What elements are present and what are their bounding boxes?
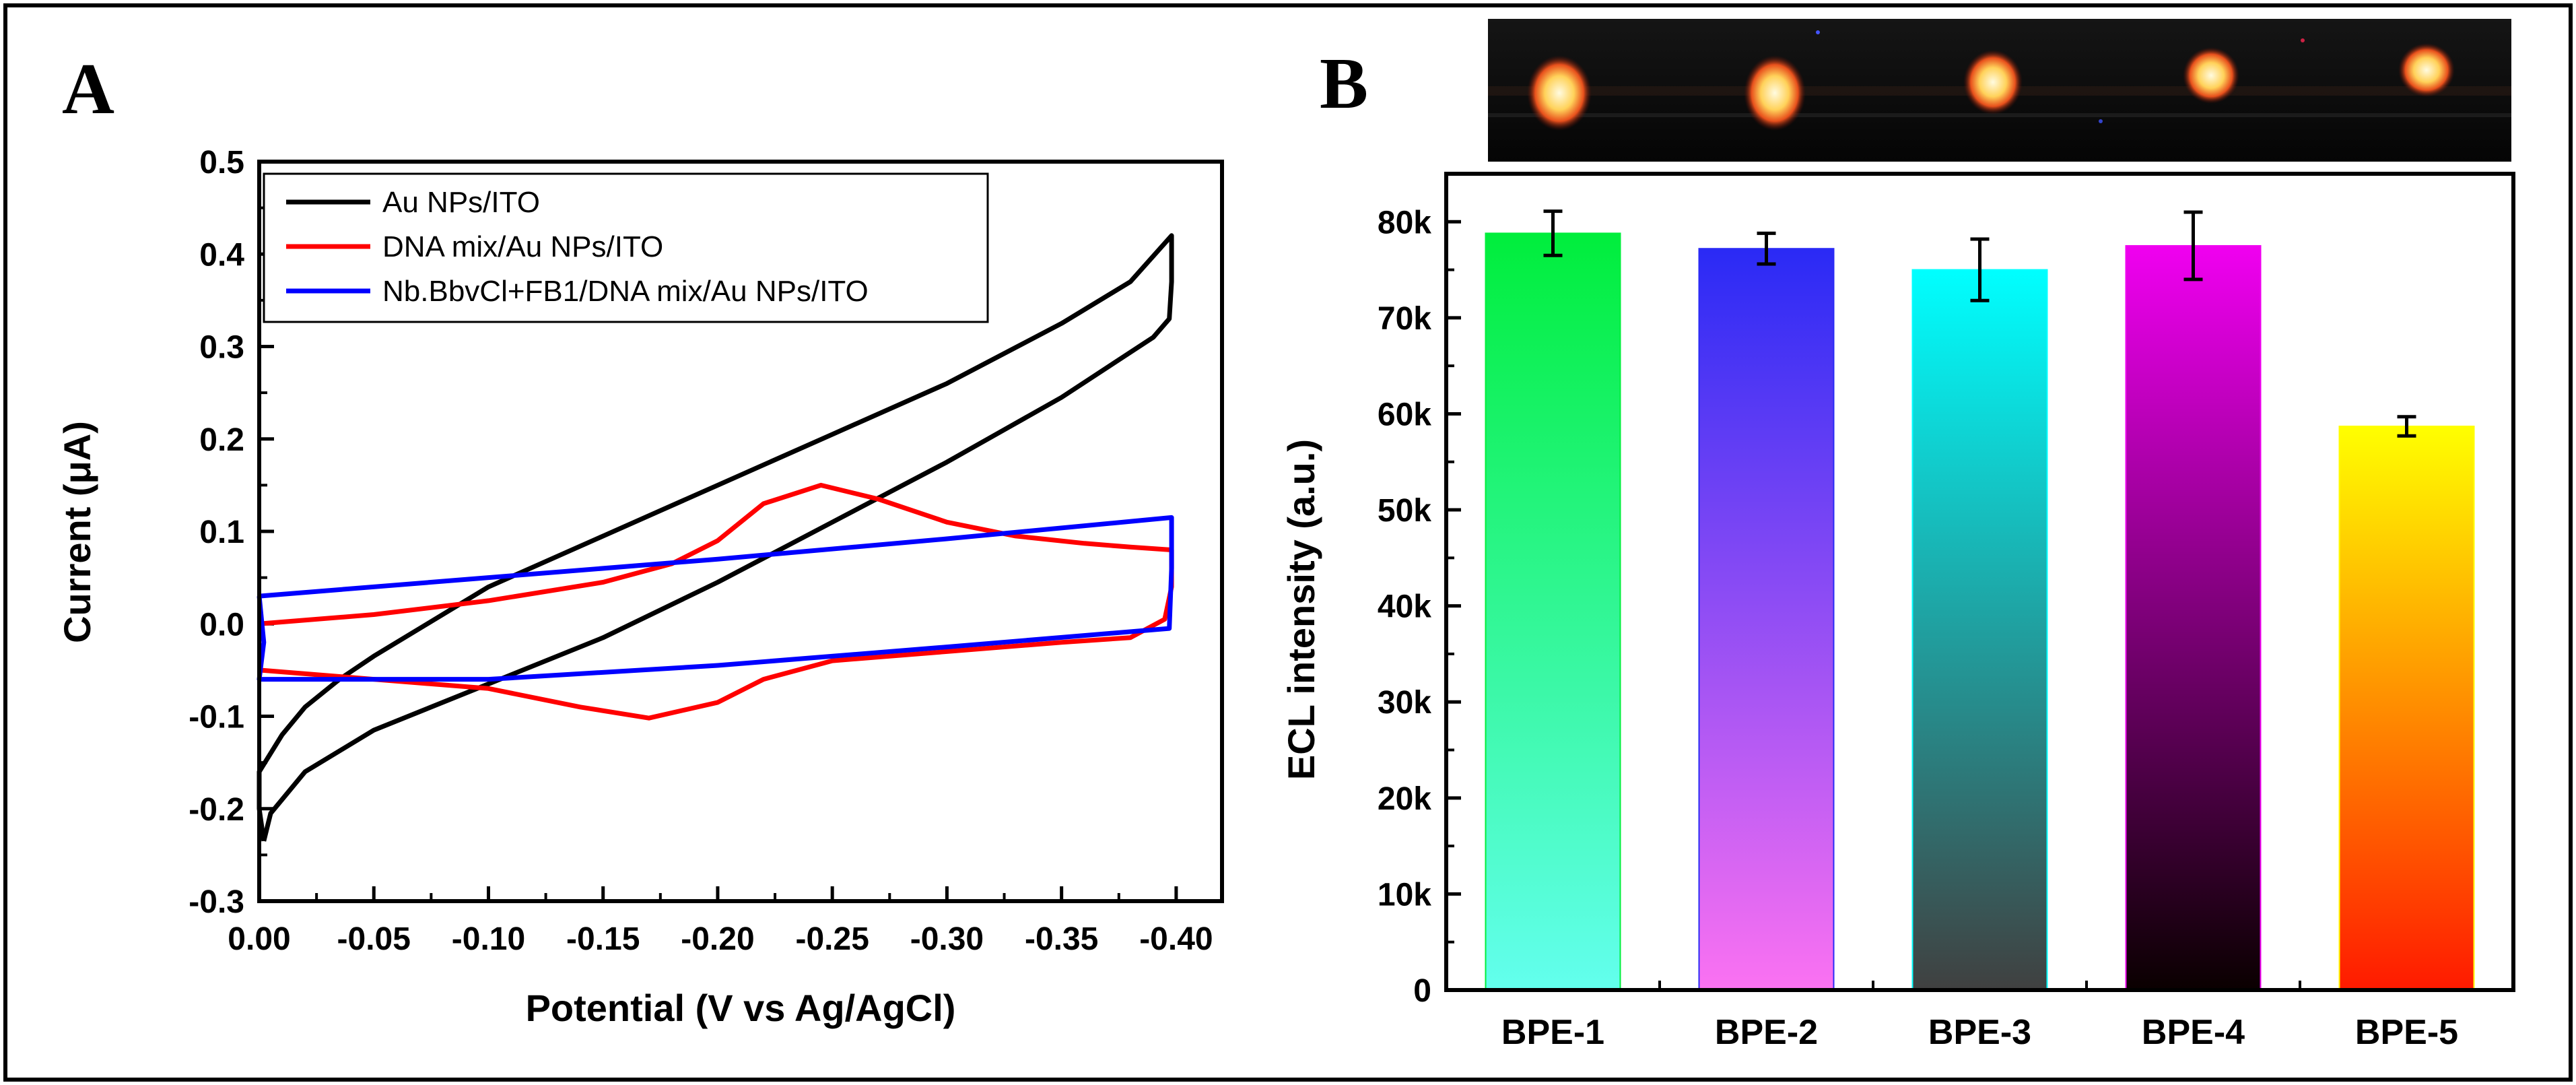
panel-a-x-tick-labels: 0.00 -0.05 -0.10 -0.15 -0.20 -0.25 -0.30 -0.35 -… xyxy=(228,921,1213,957)
y-tick-label: -0.3 xyxy=(189,884,244,920)
bar-bpe-5 xyxy=(2338,426,2475,991)
y-tick-label: 0.1 xyxy=(199,515,244,550)
y-tick-label: 80k xyxy=(1378,205,1431,240)
panel-b-label: B xyxy=(1320,44,1368,124)
panel-b-error-bars xyxy=(1543,209,2416,438)
series-au-nps-ito xyxy=(257,233,1174,842)
panel-a-x-axis-title: Potential (V vs Ag/AgCl) xyxy=(526,987,956,1029)
panel-a-legend-box xyxy=(263,172,989,323)
panel-b-ticks xyxy=(1446,220,2301,992)
y-tick-label: 10k xyxy=(1378,877,1431,913)
x-tick-label: -0.35 xyxy=(1025,921,1098,957)
y-tick-label: 30k xyxy=(1378,685,1431,721)
panel-a-cv-plot: 0.00 -0.05 -0.10 -0.15 -0.20 -0.25 -0.30 -0.35 -… xyxy=(56,145,1224,1029)
y-tick-label: 0.0 xyxy=(199,607,244,643)
ecl-spot-3 xyxy=(1963,50,2023,114)
legend-label-au-nps: Au NPs/ITO xyxy=(382,186,540,219)
panel-a-label: A xyxy=(62,49,114,129)
x-tick-label: -0.40 xyxy=(1139,921,1213,957)
y-tick-label: 0 xyxy=(1413,973,1431,1009)
category-label-bpe-5: BPE-5 xyxy=(2355,1013,2458,1052)
ecl-spot-5 xyxy=(2398,43,2455,97)
figure-border xyxy=(3,3,2573,1082)
x-tick-label: -0.25 xyxy=(795,921,869,957)
y-tick-label: -0.2 xyxy=(189,792,244,828)
bar-bpe-1 xyxy=(1485,232,1621,991)
x-tick-label: -0.05 xyxy=(337,921,411,957)
category-label-bpe-4: BPE-4 xyxy=(2142,1013,2245,1052)
panel-a-legend: Au NPs/ITO DNA mix/Au NPs/ITO Nb.BbvCl+F… xyxy=(263,172,989,323)
x-tick-label: -0.10 xyxy=(452,921,525,957)
y-tick-label: 0.3 xyxy=(199,330,244,366)
y-tick-label: 0.4 xyxy=(199,237,244,273)
panel-a-y-tick-labels: -0.3 -0.2 -0.1 0.0 0.1 0.2 0.3 0.4 0.5 xyxy=(189,145,244,920)
bar-bpe-4 xyxy=(2125,244,2262,991)
x-tick-label: -0.15 xyxy=(566,921,640,957)
panel-a-series xyxy=(257,233,1174,842)
ecl-spot-2 xyxy=(1744,55,1806,131)
category-label-bpe-2: BPE-2 xyxy=(1715,1013,1818,1052)
y-tick-label: 0.5 xyxy=(199,145,244,180)
legend-label-dna-mix: DNA mix/Au NPs/ITO xyxy=(382,230,663,263)
panel-a-y-axis-title: Current (μA) xyxy=(56,421,98,643)
y-tick-label: 70k xyxy=(1378,301,1431,337)
bar-bpe-3 xyxy=(1911,269,2048,991)
ecl-spot-4 xyxy=(2183,47,2239,104)
ecl-spot-1 xyxy=(1527,55,1592,131)
series-dna-mix xyxy=(259,482,1174,721)
y-tick-label: 40k xyxy=(1378,589,1431,625)
panel-b-y-tick-labels: 0 10k 20k 30k 40k 50k 60k 70k 80k xyxy=(1378,205,1431,1009)
panel-b-bars xyxy=(1485,232,2475,991)
y-tick-label: 20k xyxy=(1378,781,1431,817)
panel-a-plot-frame xyxy=(257,160,1224,903)
y-tick-label: 0.2 xyxy=(199,422,244,458)
bar-bpe-2 xyxy=(1698,248,1835,991)
panel-b-plot-frame xyxy=(1444,172,2515,992)
category-label-bpe-3: BPE-3 xyxy=(1928,1013,2031,1052)
y-tick-label: 50k xyxy=(1378,493,1431,529)
legend-label-nb-bbvcl: Nb.BbvCl+FB1/DNA mix/Au NPs/ITO xyxy=(382,275,869,308)
x-tick-label: -0.20 xyxy=(681,921,754,957)
y-tick-label: 60k xyxy=(1378,397,1431,432)
y-tick-label: -0.1 xyxy=(189,700,244,735)
ecl-emission-photo xyxy=(1488,19,2511,162)
x-tick-label: 0.00 xyxy=(228,921,290,957)
x-tick-label: -0.30 xyxy=(910,921,984,957)
panel-b-category-labels: BPE-1 BPE-2 BPE-3 BPE-4 BPE-5 xyxy=(1501,1013,2458,1052)
category-label-bpe-1: BPE-1 xyxy=(1501,1013,1604,1052)
panel-b-y-axis-title: ECL intensity (a.u.) xyxy=(1280,439,1322,780)
